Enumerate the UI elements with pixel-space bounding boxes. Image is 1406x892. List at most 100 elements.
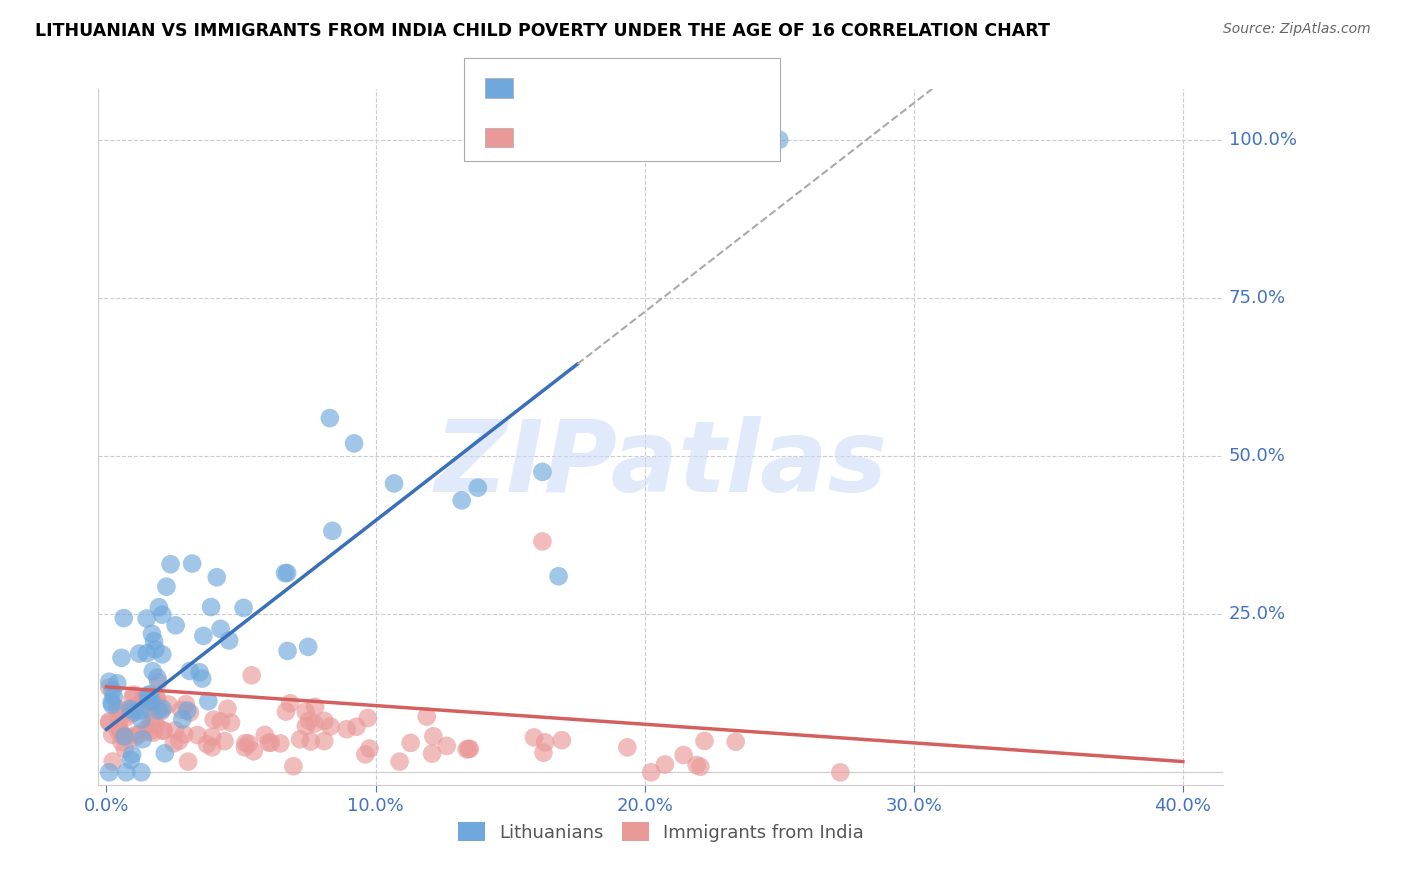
Text: 50.0%: 50.0%	[1229, 447, 1285, 465]
Point	[283, 759, 305, 773]
Point	[170, 703, 193, 717]
Point	[551, 733, 574, 747]
Point	[131, 732, 153, 747]
Point	[534, 735, 557, 749]
Point	[219, 715, 242, 730]
Point	[209, 714, 232, 729]
Point	[138, 724, 160, 739]
Point	[399, 736, 422, 750]
Point	[422, 729, 444, 743]
Point	[142, 665, 165, 679]
Point	[319, 719, 342, 733]
Point	[693, 734, 716, 748]
Point	[139, 687, 162, 701]
Point	[101, 698, 124, 712]
Point	[122, 688, 145, 702]
Point	[135, 646, 157, 660]
Point	[197, 694, 219, 708]
Point	[278, 696, 301, 710]
Point	[202, 713, 225, 727]
Point	[467, 481, 489, 495]
Point	[195, 737, 218, 751]
Point	[112, 611, 135, 625]
Text: R =  0.574   N =  59: R = 0.574 N = 59	[520, 79, 703, 97]
Point	[136, 689, 159, 703]
Point	[145, 642, 167, 657]
Point	[135, 695, 157, 709]
Point	[100, 695, 122, 709]
Point	[297, 640, 319, 654]
Point	[110, 702, 132, 716]
Point	[685, 758, 707, 772]
Point	[157, 698, 180, 712]
Text: R = -0.491   N = 110: R = -0.491 N = 110	[520, 128, 709, 146]
Point	[142, 693, 165, 707]
Point	[450, 493, 472, 508]
Point	[141, 627, 163, 641]
Point	[269, 736, 291, 750]
Point	[173, 727, 195, 741]
Point	[240, 668, 263, 682]
Point	[115, 710, 138, 724]
Text: ZIPatlas: ZIPatlas	[434, 417, 887, 514]
Point	[138, 694, 160, 708]
Point	[336, 722, 359, 736]
Point	[150, 704, 173, 718]
Point	[124, 705, 146, 719]
Point	[179, 706, 201, 720]
Point	[101, 728, 124, 742]
Point	[98, 715, 121, 730]
Point	[148, 703, 170, 717]
Point	[121, 691, 143, 706]
Point	[531, 465, 554, 479]
Point	[110, 735, 132, 749]
Point	[346, 720, 368, 734]
Point	[107, 714, 129, 728]
Point	[150, 648, 173, 662]
Point	[129, 703, 152, 717]
Point	[420, 747, 443, 761]
Point	[257, 735, 280, 749]
Point	[107, 724, 129, 739]
Point	[145, 694, 167, 708]
Point	[150, 607, 173, 622]
Point	[205, 570, 228, 584]
Point	[640, 765, 662, 780]
Point	[724, 734, 747, 748]
Point	[101, 755, 124, 769]
Point	[148, 600, 170, 615]
Point	[232, 600, 254, 615]
Point	[768, 133, 790, 147]
Point	[436, 739, 458, 753]
Point	[114, 730, 136, 744]
Point	[110, 650, 132, 665]
Point	[314, 714, 336, 728]
Point	[115, 765, 138, 780]
Point	[131, 765, 153, 780]
Point	[165, 723, 187, 738]
Point	[217, 701, 239, 715]
Point	[98, 765, 121, 780]
Point	[294, 705, 316, 719]
Point	[188, 665, 211, 680]
Text: 75.0%: 75.0%	[1229, 289, 1285, 307]
Point	[115, 730, 138, 744]
Point	[260, 736, 283, 750]
Point	[242, 744, 264, 758]
Point	[128, 647, 150, 661]
Point	[143, 634, 166, 648]
Point	[135, 611, 157, 625]
Point	[233, 740, 256, 755]
Point	[142, 725, 165, 739]
Point	[132, 691, 155, 706]
Point	[152, 723, 174, 738]
Point	[523, 731, 546, 745]
Point	[155, 580, 177, 594]
Point	[415, 709, 437, 723]
Point	[141, 695, 163, 709]
Point	[148, 675, 170, 690]
Point	[238, 737, 260, 751]
Point	[114, 741, 136, 756]
Point	[134, 691, 156, 706]
Point	[139, 716, 162, 731]
